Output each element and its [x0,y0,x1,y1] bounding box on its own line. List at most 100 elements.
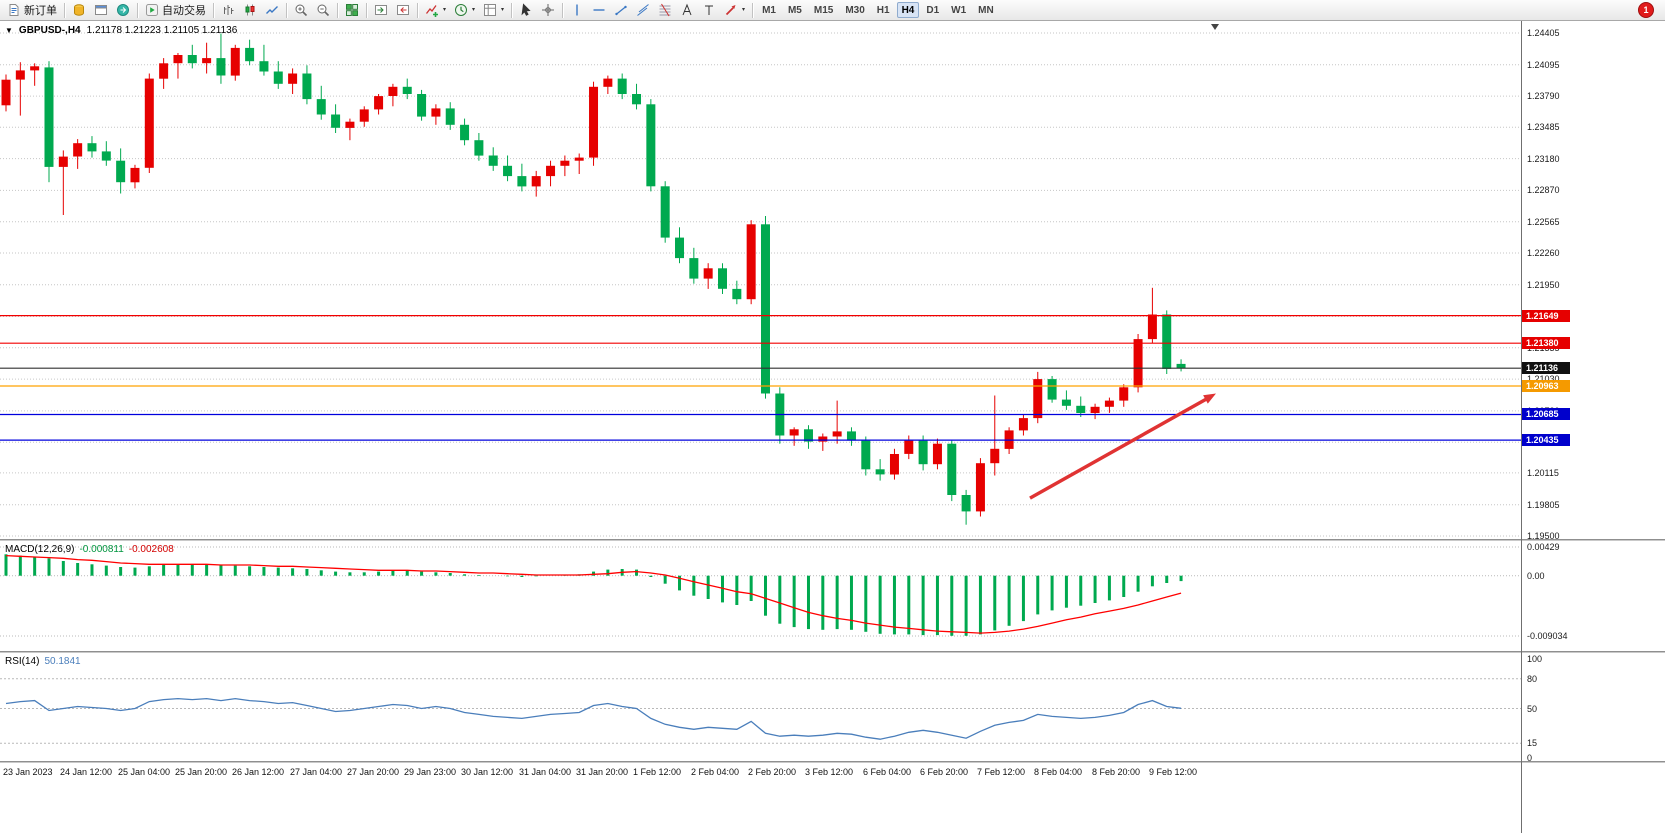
tile-windows-icon [346,4,358,16]
price-tick-label: 1.19500 [1527,531,1560,541]
horizontal-line-button[interactable] [588,1,610,19]
zoom-in-button[interactable] [290,1,312,19]
toolbar-separator [64,2,65,18]
autotrading-button[interactable]: 自动交易 [141,1,210,19]
toolbar-separator [137,2,138,18]
dropdown-caret-icon: ▾ [742,7,746,13]
timeframe-h1-button[interactable]: H1 [872,2,895,18]
rsi-label: RSI(14) 50.1841 [5,656,81,667]
timeframe-mn-button[interactable]: MN [973,2,999,18]
rsi-tick-label: 100 [1527,654,1543,664]
chart-header: ▼ GBPUSD-,H4 1.21178 1.21223 1.21105 1.2… [5,25,237,36]
timeframe-w1-button[interactable]: W1 [946,2,971,18]
macd-panel[interactable] [0,541,1521,651]
price-badge: 1.21380 [1522,337,1570,349]
label-icon [705,5,714,15]
price-badge: 1.21136 [1522,362,1570,374]
rsi-panel[interactable] [0,653,1521,761]
price-badge: 1.21649 [1522,310,1570,322]
timeframe-m5-button[interactable]: M5 [783,2,807,18]
auto-scroll-button[interactable] [370,1,392,19]
fibonacci-icon [659,3,671,17]
toolbar-separator [286,2,287,18]
rsi-tick-label: 0 [1527,753,1533,763]
channel-icon [637,4,649,16]
time-axis-label: 8 Feb 20:00 [1092,767,1141,777]
time-axis-label: 2 Feb 04:00 [691,767,740,777]
price-tick-label: 1.23485 [1527,122,1560,132]
navigator-button[interactable] [112,1,134,19]
text-button[interactable] [676,1,698,19]
crosshair-button[interactable] [537,1,559,19]
chart-shift-marker[interactable] [1211,24,1219,30]
label-button[interactable] [698,1,720,19]
tile-windows-button[interactable] [341,1,363,19]
vertical-line-button[interactable] [566,1,588,19]
new-order-button[interactable]: 新订单 [3,1,61,19]
time-axis-label: 6 Feb 20:00 [920,767,969,777]
timeframe-h4-button[interactable]: H4 [896,2,920,18]
chart-shift-button[interactable] [392,1,414,19]
timeframe-m30-button[interactable]: M30 [840,2,869,18]
cursor-button[interactable] [515,1,537,19]
time-axis[interactable]: 23 Jan 2023 24 Jan 12:00 25 Jan 04:00 25 Ja… [0,763,1521,783]
candle-chart-icon [245,4,255,16]
arrows-button[interactable]: ▾ [720,1,749,19]
periods-button[interactable]: ▾ [450,1,479,19]
macd-tick-label: 0.00 [1527,571,1545,581]
fibonacci-button[interactable] [654,1,676,19]
templates-button[interactable]: ▾ [479,1,508,19]
navigator-icon [117,4,129,16]
cursor-icon [521,3,531,16]
price-tick-label: 1.21030 [1527,374,1560,384]
zoom-out-button[interactable] [312,1,334,19]
panel-splitter[interactable] [0,651,1665,653]
time-axis-label: 9 Feb 12:00 [1149,767,1198,777]
price-tick-label: 1.21950 [1527,280,1560,290]
channel-button[interactable] [632,1,654,19]
timeframe-d1-button[interactable]: D1 [921,2,944,18]
time-axis-label: 31 Jan 04:00 [519,767,572,777]
panel-splitter[interactable] [0,539,1665,541]
market-watch-button[interactable] [68,1,90,19]
line-chart-button[interactable] [261,1,283,19]
rsi-tick-label: 50 [1527,704,1538,714]
time-axis-label: 31 Jan 20:00 [576,767,629,777]
timeframe-group: M1 M5 M15 M30 H1 H4 D1 W1 MN [756,0,1000,20]
line-chart-icon [266,6,278,14]
rsi-tick-label: 15 [1527,738,1538,748]
data-window-button[interactable] [90,1,112,19]
indicators-icon [425,5,438,17]
timeframe-m15-button[interactable]: M15 [809,2,838,18]
crosshair-icon [542,4,555,16]
chart-shift-icon [397,5,409,15]
price-axis[interactable]: 1.24405 1.24095 1.23790 1.23485 1.23180 1.228… [1521,21,1665,833]
auto-scroll-icon [375,5,387,15]
notification-badge[interactable]: 1 [1638,2,1654,18]
horizontal-line-icon [593,9,605,11]
trendline-icon [615,5,627,16]
main-chart[interactable] [0,22,1521,539]
indicators-button[interactable]: ▾ [421,1,450,19]
one-click-trading-toggle[interactable]: ▼ [5,26,13,35]
macd-name: MACD(12,26,9) [5,544,75,555]
panel-splitter[interactable] [0,761,1665,763]
chart-window[interactable]: ▼ GBPUSD-,H4 1.21178 1.21223 1.21105 1.2… [0,21,1665,833]
trendline-button[interactable] [610,1,632,19]
candle-chart-button[interactable] [239,1,261,19]
toolbar-separator [337,2,338,18]
time-axis-label: 24 Jan 12:00 [60,767,113,777]
timeframe-m1-button[interactable]: M1 [757,2,781,18]
macd-signal-value: -0.002608 [128,544,174,555]
toolbar-separator [213,2,214,18]
price-tick-label: 1.19805 [1527,500,1560,510]
toolbar-separator [562,2,564,18]
price-badge: 1.20435 [1522,434,1570,446]
time-axis-label: 30 Jan 12:00 [461,767,514,777]
time-axis-label: 2 Feb 20:00 [748,767,797,777]
macd-tick-label: -0.009034 [1527,631,1568,641]
bar-chart-button[interactable] [217,1,239,19]
price-tick-label: 1.20115 [1527,468,1559,478]
data-window-icon [95,5,107,15]
time-axis-label: 27 Jan 04:00 [290,767,343,777]
